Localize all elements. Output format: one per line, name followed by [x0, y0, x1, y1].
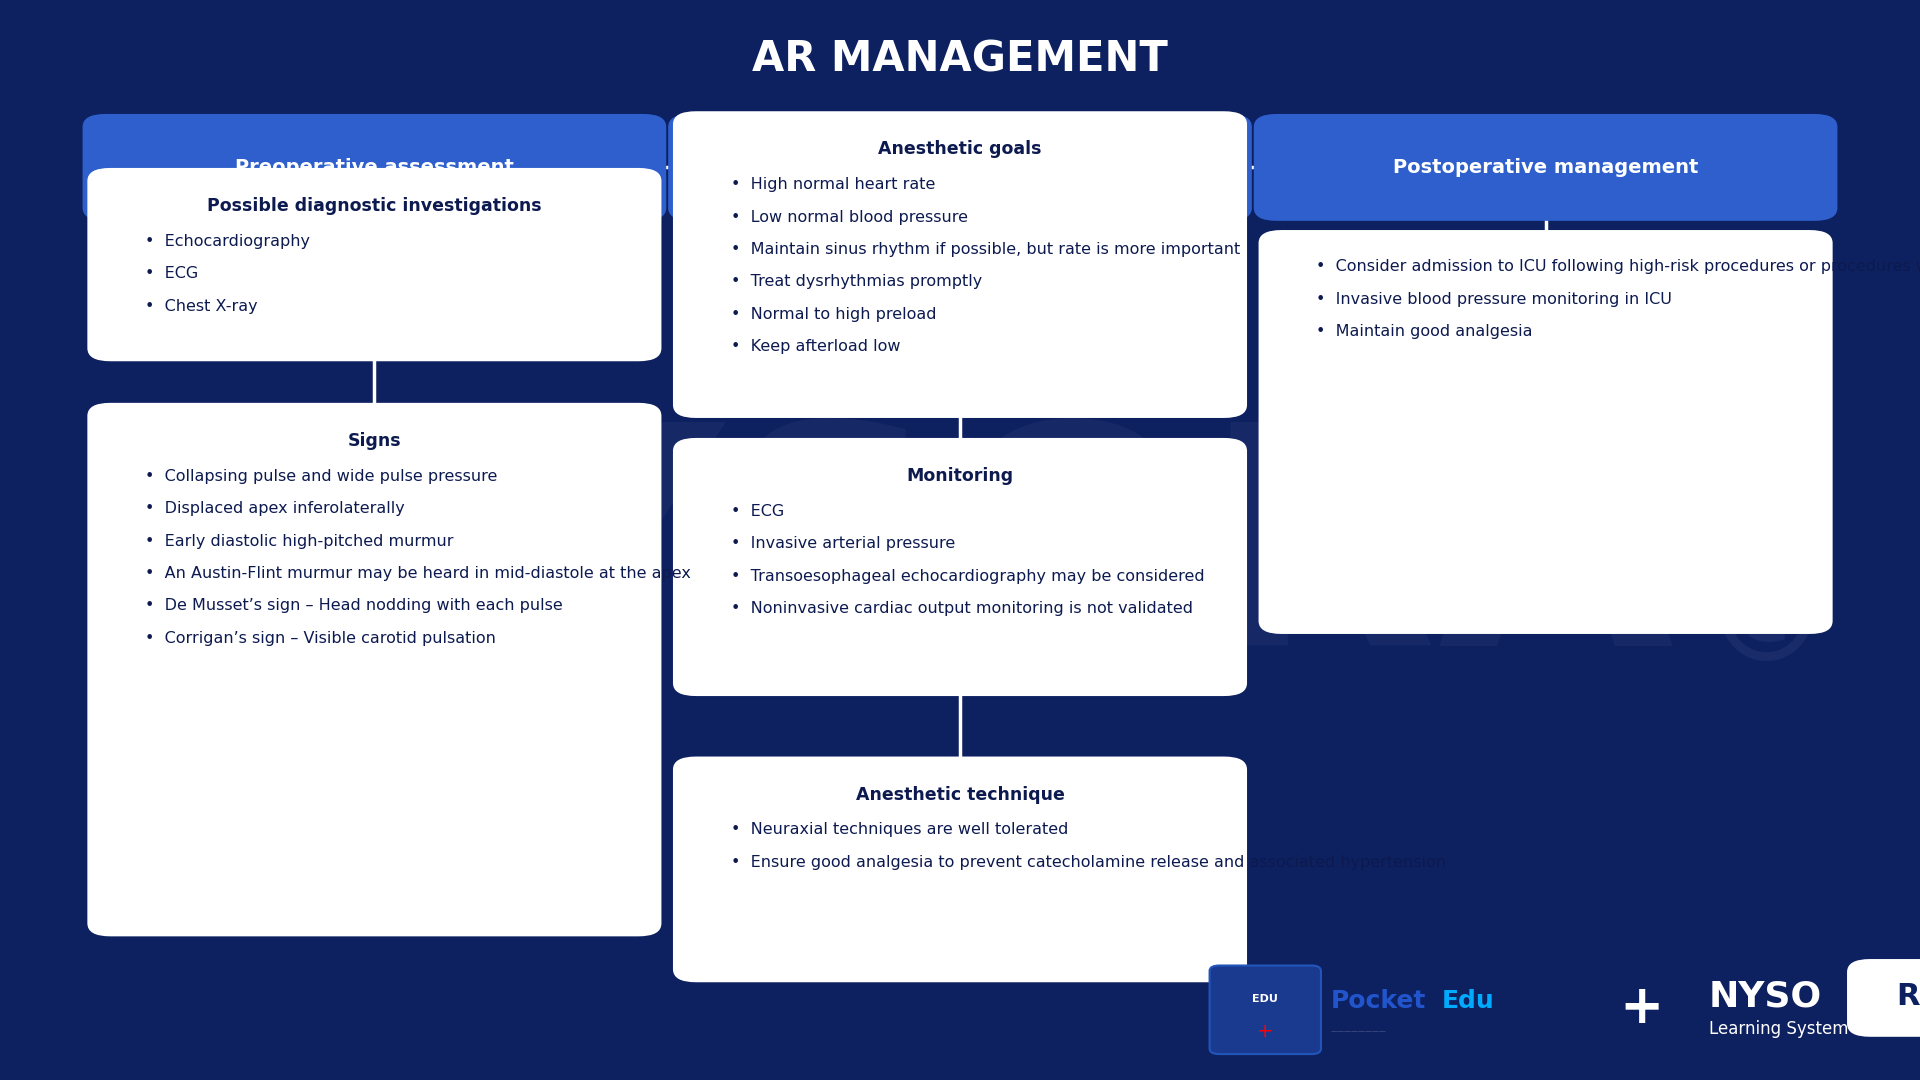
FancyBboxPatch shape: [1210, 966, 1321, 1054]
Text: Pocket: Pocket: [1331, 989, 1427, 1013]
Text: •  Ensure good analgesia to prevent catecholamine release and associated hyperte: • Ensure good analgesia to prevent catec…: [730, 855, 1446, 869]
FancyBboxPatch shape: [83, 114, 666, 221]
Text: +: +: [1258, 1022, 1273, 1041]
Text: •  Early diastolic high-pitched murmur: • Early diastolic high-pitched murmur: [146, 534, 453, 549]
Text: •  Low normal blood pressure: • Low normal blood pressure: [730, 210, 968, 225]
Text: •  Transoesophageal echocardiography may be considered: • Transoesophageal echocardiography may …: [730, 568, 1204, 583]
Text: Postoperative management: Postoperative management: [1392, 158, 1699, 177]
Text: NYSO: NYSO: [1709, 980, 1822, 1014]
Text: EDU: EDU: [1252, 994, 1279, 1004]
Text: +: +: [1619, 982, 1665, 1034]
Text: Preoperative assessment: Preoperative assessment: [234, 158, 515, 177]
Text: Anesthetic technique: Anesthetic technique: [856, 786, 1064, 804]
Text: •  De Musset’s sign – Head nodding with each pulse: • De Musset’s sign – Head nodding with e…: [146, 598, 563, 613]
Text: •  Keep afterload low: • Keep afterload low: [730, 339, 900, 354]
Text: Edu: Edu: [1442, 989, 1494, 1013]
Text: •  Noninvasive cardiac output monitoring is not validated: • Noninvasive cardiac output monitoring …: [730, 600, 1192, 616]
Text: Intraoperative management: Intraoperative management: [804, 158, 1116, 177]
Text: Anesthetic goals: Anesthetic goals: [877, 140, 1043, 159]
Text: Signs: Signs: [348, 432, 401, 450]
Text: •  Treat dysrhythmias promptly: • Treat dysrhythmias promptly: [730, 274, 981, 289]
Text: •  Normal to high preload: • Normal to high preload: [730, 307, 937, 322]
FancyBboxPatch shape: [668, 114, 1252, 221]
Text: •  ECG: • ECG: [730, 503, 783, 518]
Text: •  Invasive arterial pressure: • Invasive arterial pressure: [730, 537, 954, 551]
FancyBboxPatch shape: [88, 403, 660, 936]
Text: Possible diagnostic investigations: Possible diagnostic investigations: [207, 197, 541, 215]
Text: •  An Austin-Flint murmur may be heard in mid-diastole at the apex: • An Austin-Flint murmur may be heard in…: [146, 566, 691, 581]
Text: •  Displaced apex inferolaterally: • Displaced apex inferolaterally: [146, 501, 405, 516]
Text: •  Consider admission to ICU following high-risk procedures or procedures where : • Consider admission to ICU following hi…: [1317, 259, 1920, 274]
FancyBboxPatch shape: [1254, 114, 1837, 221]
Text: •  High normal heart rate: • High normal heart rate: [730, 177, 935, 192]
Text: •  Chest X-ray: • Chest X-ray: [146, 299, 257, 313]
Text: AR MANAGEMENT: AR MANAGEMENT: [753, 39, 1167, 80]
Text: •  Neuraxial techniques are well tolerated: • Neuraxial techniques are well tolerate…: [730, 823, 1068, 837]
Text: •  Invasive blood pressure monitoring in ICU: • Invasive blood pressure monitoring in …: [1317, 292, 1672, 307]
Text: ©: ©: [1703, 566, 1830, 687]
Text: ————————: ————————: [1331, 1028, 1386, 1035]
Text: •  Maintain sinus rhythm if possible, but rate is more important: • Maintain sinus rhythm if possible, but…: [730, 242, 1240, 257]
Text: •  Echocardiography: • Echocardiography: [146, 234, 309, 248]
Text: Monitoring: Monitoring: [906, 467, 1014, 485]
FancyBboxPatch shape: [1260, 230, 1832, 634]
Text: •  Collapsing pulse and wide pulse pressure: • Collapsing pulse and wide pulse pressu…: [146, 469, 497, 484]
Text: RA: RA: [1897, 983, 1920, 1011]
Text: Learning System: Learning System: [1709, 1021, 1849, 1038]
FancyBboxPatch shape: [88, 167, 660, 361]
FancyBboxPatch shape: [672, 111, 1248, 418]
Text: •  ECG: • ECG: [146, 266, 198, 281]
FancyBboxPatch shape: [1847, 959, 1920, 1037]
Text: •  Corrigan’s sign – Visible carotid pulsation: • Corrigan’s sign – Visible carotid puls…: [146, 631, 495, 646]
Text: NYSORA: NYSORA: [246, 413, 1674, 711]
FancyBboxPatch shape: [672, 438, 1248, 696]
Text: •  Maintain good analgesia: • Maintain good analgesia: [1317, 324, 1532, 339]
FancyBboxPatch shape: [672, 756, 1248, 983]
